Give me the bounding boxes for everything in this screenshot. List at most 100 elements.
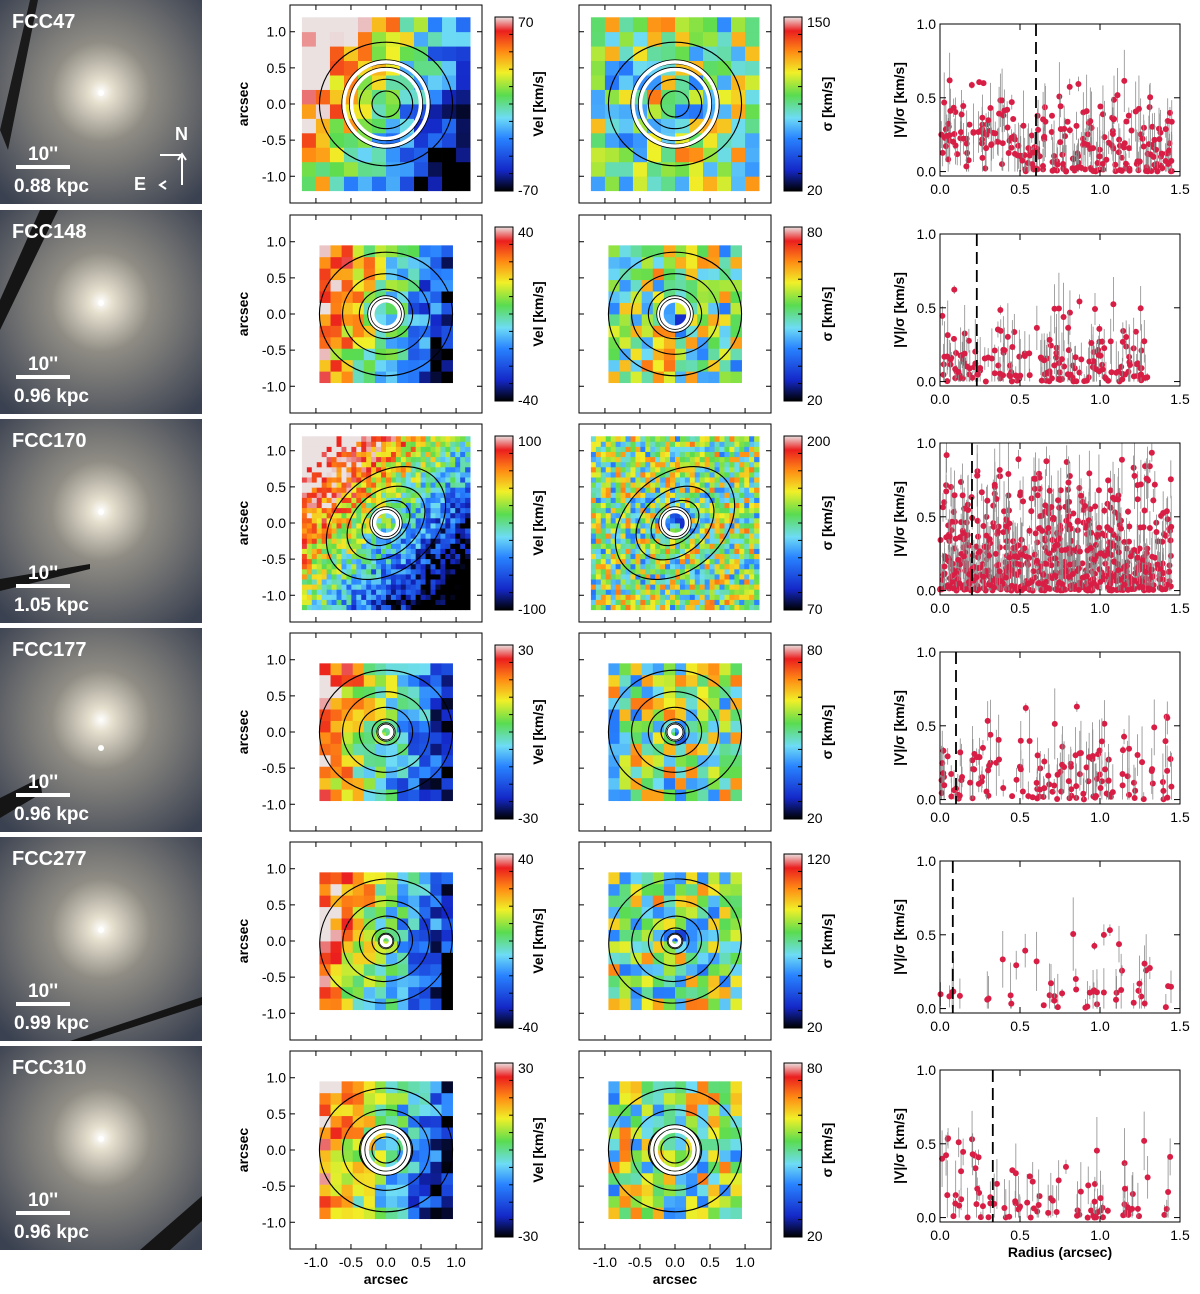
ratio-point — [1009, 344, 1016, 351]
velocity-cell — [381, 497, 387, 503]
sigma-cell — [618, 60, 634, 76]
sigma-cell — [610, 441, 617, 447]
velocity-cell — [430, 279, 442, 292]
velocity-cell — [400, 584, 407, 590]
sigma-cell — [605, 517, 612, 524]
velocity-cell — [390, 604, 397, 611]
velocity-cell — [326, 599, 332, 606]
sigma-cell — [694, 584, 701, 590]
sigma-cell — [665, 471, 671, 478]
velocity-cell — [435, 563, 441, 570]
sigma-cell — [675, 456, 681, 463]
velocity-cell — [341, 477, 347, 483]
velocity-cell — [356, 574, 362, 580]
velocity-cell — [420, 456, 426, 463]
velocity-cell — [311, 533, 318, 539]
velocity-cell — [356, 507, 362, 514]
ratio-point — [1019, 157, 1026, 164]
velocity-cell — [306, 507, 313, 514]
velocity-cell — [440, 574, 446, 580]
sigma-cell — [670, 441, 676, 447]
sigma-cell — [754, 441, 760, 447]
velocity-cell — [400, 147, 415, 163]
sigma-cell — [590, 502, 597, 509]
sigma-cell — [749, 507, 755, 514]
velocity-cell — [311, 584, 318, 590]
velocity-cell — [331, 568, 337, 575]
sigma-cell — [600, 594, 607, 600]
sigma-cell — [694, 594, 701, 600]
sigma-cell — [675, 466, 681, 473]
velocity-cell — [440, 553, 446, 560]
sigma-cell — [635, 528, 641, 534]
velocity-cell — [346, 466, 352, 473]
sigma-cell — [719, 436, 725, 442]
velocity-cell — [316, 471, 323, 478]
sigma-cell — [709, 461, 715, 468]
sigma-cell — [684, 584, 691, 590]
sigma-cell — [744, 543, 750, 549]
velocity-cell — [430, 568, 436, 575]
sigma-cell — [660, 492, 666, 498]
velocity-cell — [371, 477, 377, 483]
velocity-cell — [395, 604, 402, 611]
velocity-cell — [376, 441, 382, 447]
sigma-cell — [590, 482, 597, 488]
sigma-cell — [630, 471, 636, 478]
sigma-cell — [734, 471, 740, 478]
velocity-cell — [420, 543, 426, 549]
velocity-cell — [430, 543, 436, 549]
sigma-cell — [709, 543, 715, 549]
velocity-cell — [390, 584, 397, 590]
sigma-cell — [744, 533, 750, 539]
ratio-point — [1168, 168, 1175, 175]
sigma-cell — [646, 176, 662, 192]
sigma-cell — [610, 461, 617, 468]
sigma-cell — [595, 497, 602, 503]
velocity-cell — [366, 528, 372, 534]
velocity-cell — [346, 523, 352, 529]
velocity-cell — [465, 461, 471, 468]
sigma-cell — [630, 482, 636, 488]
velocity-cell — [301, 589, 308, 595]
ratio-point — [1080, 109, 1087, 116]
sigma-cell — [635, 512, 641, 519]
sigma-cell — [739, 446, 745, 452]
sigma-cell — [714, 507, 720, 514]
velocity-cell — [428, 46, 443, 62]
sigma-cell — [620, 482, 626, 488]
ratio-point — [938, 131, 945, 138]
velocity-cell — [386, 523, 392, 529]
velocity-cell — [400, 543, 407, 549]
velocity-cell — [321, 441, 328, 447]
ratio-point — [1066, 472, 1073, 479]
velocity-cell — [445, 604, 451, 611]
sigma-cell — [686, 336, 698, 349]
sigma-cell — [749, 533, 755, 539]
sigma-cell — [635, 477, 641, 483]
velocity-cell — [460, 492, 466, 498]
ratio-point — [1017, 372, 1024, 379]
velocity-cell — [371, 456, 377, 463]
velocity-cell — [351, 441, 357, 447]
velocity-cell — [346, 548, 352, 555]
sigma-cell — [731, 17, 746, 33]
sigma-cell — [670, 543, 676, 549]
ratio-point — [1073, 378, 1080, 385]
velocity-cell — [445, 548, 451, 555]
velocity-cell — [420, 477, 426, 483]
sigma-cell — [729, 584, 735, 590]
sigma-cell — [604, 89, 620, 105]
velocity-cell — [410, 466, 417, 473]
sigma-cell — [719, 517, 725, 524]
ratio-point — [1118, 456, 1125, 463]
sigma-cell — [704, 538, 711, 544]
sigma-cell — [754, 502, 760, 509]
sigma-cell — [620, 497, 626, 503]
velocity-cell — [442, 104, 457, 119]
sigma-cell — [620, 436, 626, 442]
sigma-cell — [620, 517, 626, 524]
sigma-cell — [675, 147, 690, 163]
velocity-cell — [419, 302, 431, 315]
